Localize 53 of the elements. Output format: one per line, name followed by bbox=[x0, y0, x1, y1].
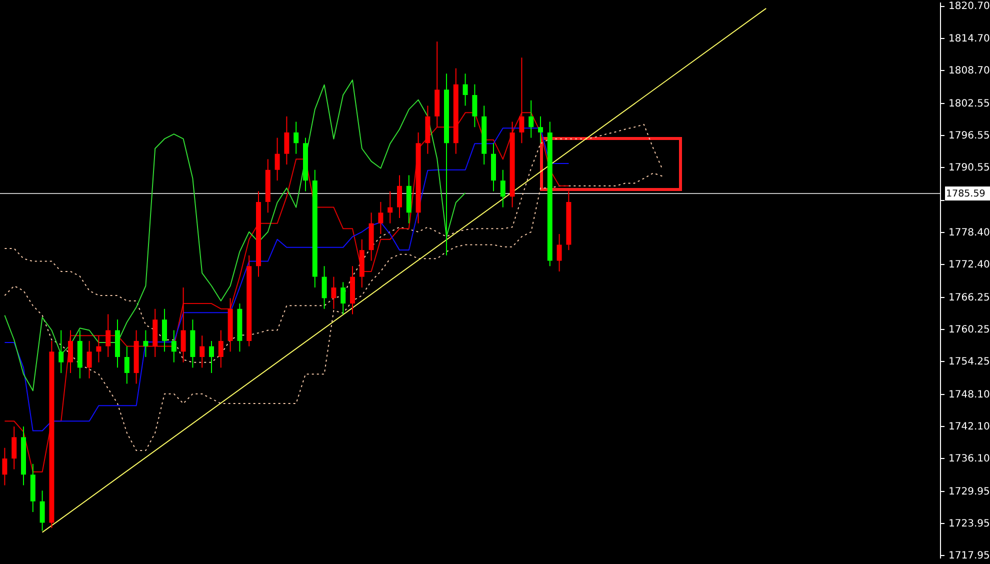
candlestick bbox=[171, 330, 176, 363]
candlestick bbox=[538, 116, 543, 144]
candlestick bbox=[472, 84, 478, 128]
y-tick-label: 1748.10 bbox=[948, 389, 990, 400]
y-tick-label: 1729.95 bbox=[948, 486, 990, 498]
candlestick bbox=[556, 234, 562, 272]
ref-line-label: 1785.59 bbox=[946, 188, 986, 200]
line-series bbox=[4, 172, 664, 452]
y-tick-label: 1796.55 bbox=[948, 130, 990, 142]
candlestick bbox=[180, 286, 186, 363]
candlestick bbox=[294, 121, 299, 154]
y-tick-label: 1766.25 bbox=[948, 292, 990, 304]
y-tick-label: 1778.40 bbox=[948, 227, 990, 238]
y-tick-label: 1820.70 bbox=[948, 1, 990, 12]
candlestick bbox=[218, 330, 224, 368]
candlestick bbox=[12, 426, 17, 470]
candlestick bbox=[58, 330, 64, 374]
candlestick bbox=[143, 330, 148, 358]
candlestick bbox=[519, 57, 524, 144]
candlestick bbox=[86, 340, 92, 379]
candlestick bbox=[200, 335, 205, 368]
candlestick bbox=[68, 330, 73, 374]
candlestick bbox=[209, 340, 214, 374]
candlestick bbox=[528, 100, 534, 138]
candlestick bbox=[388, 190, 393, 224]
candlestick bbox=[331, 276, 336, 310]
y-tick-label: 1717.95 bbox=[948, 550, 990, 562]
candlestick bbox=[2, 447, 8, 486]
candlestick bbox=[106, 314, 111, 358]
candlestick bbox=[322, 266, 327, 310]
y-tick-label: 1790.55 bbox=[948, 162, 990, 174]
candlestick bbox=[284, 116, 290, 166]
candlestick bbox=[500, 169, 506, 208]
y-tick-label: 1742.10 bbox=[948, 421, 990, 432]
candlestick bbox=[274, 137, 280, 182]
candlestick bbox=[397, 174, 402, 218]
candlestick bbox=[340, 282, 346, 315]
candlestick bbox=[462, 73, 468, 106]
y-tick-label: 1736.10 bbox=[948, 454, 990, 465]
y-tick-label: 1802.55 bbox=[948, 98, 990, 110]
line-series bbox=[4, 124, 664, 363]
y-tick-label: 1808.70 bbox=[948, 65, 990, 76]
candlestick bbox=[96, 335, 102, 363]
y-tick-label: 1772.40 bbox=[948, 259, 990, 270]
candlestick bbox=[40, 490, 45, 532]
y-tick-label: 1760.25 bbox=[948, 324, 990, 336]
candlestick bbox=[162, 308, 167, 352]
candlestick bbox=[378, 201, 384, 235]
y-tick-label: 1723.95 bbox=[948, 518, 990, 530]
candlestick bbox=[124, 346, 130, 384]
line-series bbox=[4, 80, 466, 392]
y-tick-label: 1754.25 bbox=[948, 356, 990, 368]
y-tick-label: 1814.70 bbox=[948, 33, 990, 44]
